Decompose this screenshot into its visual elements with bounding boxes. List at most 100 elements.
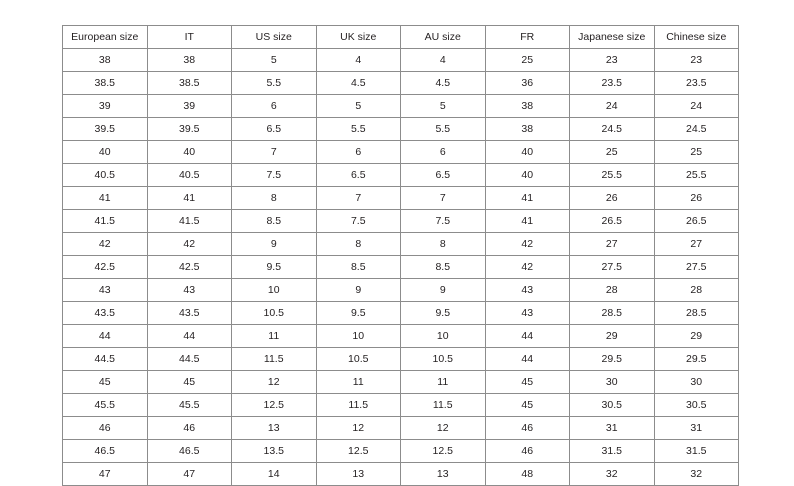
table-cell: 47 [62, 462, 148, 486]
table-cell: 41.5 [146, 209, 232, 233]
table-cell: 43.5 [146, 301, 232, 325]
table-cell: 30 [569, 370, 655, 394]
table-cell: 38.5 [62, 71, 148, 95]
table-cell: 28.5 [653, 301, 739, 325]
table-cell: 23 [653, 48, 739, 72]
table-cell: 46 [62, 416, 148, 440]
table-body: 38 38 5 4 4 25 23 23 38.5 38.5 5.5 4.5 4.5 36 23.5 23.5… [62, 48, 739, 486]
table-cell: 8.5 [231, 209, 317, 233]
table-cell: 23.5 [653, 71, 739, 95]
table-cell: 44 [484, 347, 570, 371]
table-cell: 29 [653, 324, 739, 348]
table-cell: 24 [653, 94, 739, 118]
table-cell: 27 [569, 232, 655, 256]
table-cell: 25 [484, 48, 570, 72]
table-cell: 11.5 [315, 393, 401, 417]
table-cell: 12.5 [315, 439, 401, 463]
table-cell: 41 [146, 186, 232, 210]
table-row: 42.5 42.5 9.5 8.5 8.5 42 27.5 27.5 [62, 255, 739, 279]
table-row: 45 45 12 11 11 45 30 30 [62, 370, 739, 394]
table-cell: 5.5 [315, 117, 401, 141]
table-cell: 4 [315, 48, 401, 72]
table-cell: 28.5 [569, 301, 655, 325]
table-cell: 28 [569, 278, 655, 302]
table-cell: 10 [315, 324, 401, 348]
table-cell: 38 [484, 94, 570, 118]
table-cell: 38 [146, 48, 232, 72]
table-cell: 10.5 [231, 301, 317, 325]
column-header-japanese-size: Japanese size [569, 25, 655, 49]
table-cell: 27.5 [569, 255, 655, 279]
table-cell: 48 [484, 462, 570, 486]
table-cell: 10 [231, 278, 317, 302]
table-cell: 43 [146, 278, 232, 302]
table-cell: 42 [484, 232, 570, 256]
table-cell: 42.5 [146, 255, 232, 279]
table-cell: 24.5 [569, 117, 655, 141]
table-cell: 7 [231, 140, 317, 164]
table-cell: 4 [400, 48, 486, 72]
table-row: 41.5 41.5 8.5 7.5 7.5 41 26.5 26.5 [62, 209, 739, 233]
table-cell: 46 [146, 416, 232, 440]
table-cell: 26.5 [653, 209, 739, 233]
table-cell: 41 [62, 186, 148, 210]
table-cell: 5.5 [231, 71, 317, 95]
table-cell: 13.5 [231, 439, 317, 463]
table-cell: 40 [146, 140, 232, 164]
table-row: 41 41 8 7 7 41 26 26 [62, 186, 739, 210]
table-cell: 29 [569, 324, 655, 348]
table-row: 39.5 39.5 6.5 5.5 5.5 38 24.5 24.5 [62, 117, 739, 141]
table-row: 46 46 13 12 12 46 31 31 [62, 416, 739, 440]
table-cell: 4.5 [400, 71, 486, 95]
table-cell: 23 [569, 48, 655, 72]
table-row: 45.5 45.5 12.5 11.5 11.5 45 30.5 30.5 [62, 393, 739, 417]
table-cell: 39.5 [146, 117, 232, 141]
table-cell: 26 [569, 186, 655, 210]
table-cell: 11.5 [231, 347, 317, 371]
table-row: 40.5 40.5 7.5 6.5 6.5 40 25.5 25.5 [62, 163, 739, 187]
size-chart-container: European size IT US size UK size AU size… [62, 25, 739, 486]
table-cell: 12 [231, 370, 317, 394]
table-cell: 25 [569, 140, 655, 164]
table-cell: 24 [569, 94, 655, 118]
table-row: 42 42 9 8 8 42 27 27 [62, 232, 739, 256]
table-cell: 6 [400, 140, 486, 164]
table-cell: 43 [484, 301, 570, 325]
table-cell: 31.5 [653, 439, 739, 463]
table-cell: 24.5 [653, 117, 739, 141]
table-cell: 39 [62, 94, 148, 118]
table-cell: 45 [484, 393, 570, 417]
table-cell: 10.5 [400, 347, 486, 371]
table-row: 43 43 10 9 9 43 28 28 [62, 278, 739, 302]
table-cell: 12 [400, 416, 486, 440]
table-cell: 44 [146, 324, 232, 348]
table-cell: 41.5 [62, 209, 148, 233]
table-cell: 5 [400, 94, 486, 118]
table-cell: 8 [231, 186, 317, 210]
table-cell: 46.5 [62, 439, 148, 463]
column-header-uk-size: UK size [315, 25, 401, 49]
table-cell: 42.5 [62, 255, 148, 279]
table-cell: 8 [315, 232, 401, 256]
table-cell: 46.5 [146, 439, 232, 463]
table-cell: 31 [569, 416, 655, 440]
table-cell: 40 [62, 140, 148, 164]
table-cell: 12 [315, 416, 401, 440]
column-header-au-size: AU size [400, 25, 486, 49]
table-cell: 25.5 [569, 163, 655, 187]
table-cell: 23.5 [569, 71, 655, 95]
table-cell: 8.5 [400, 255, 486, 279]
table-cell: 10.5 [315, 347, 401, 371]
table-cell: 32 [653, 462, 739, 486]
table-cell: 6.5 [315, 163, 401, 187]
table-cell: 41 [484, 209, 570, 233]
table-cell: 9 [315, 278, 401, 302]
table-cell: 26 [653, 186, 739, 210]
table-cell: 43 [62, 278, 148, 302]
table-cell: 6.5 [231, 117, 317, 141]
table-cell: 8 [400, 232, 486, 256]
table-cell: 7 [315, 186, 401, 210]
table-cell: 11.5 [400, 393, 486, 417]
table-cell: 42 [146, 232, 232, 256]
table-cell: 44 [484, 324, 570, 348]
